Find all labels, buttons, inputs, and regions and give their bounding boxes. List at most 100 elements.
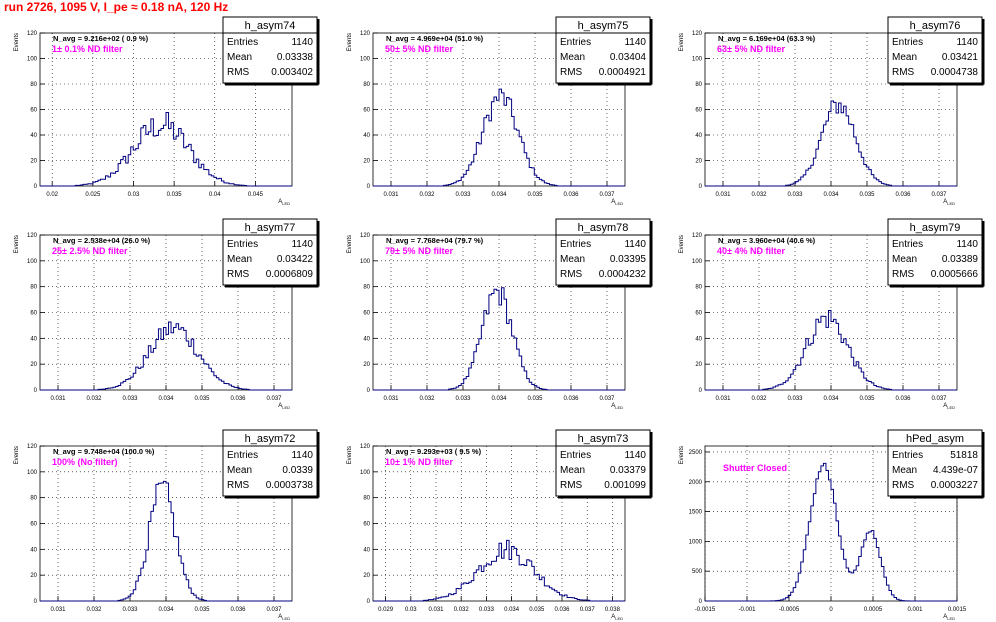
stats-value: 1140 bbox=[291, 37, 313, 48]
y-tick-label: 20 bbox=[363, 573, 370, 579]
stats-key: Mean bbox=[560, 465, 585, 476]
y-tick-label: 1000 bbox=[689, 539, 703, 545]
x-tick-label: 0.033 bbox=[787, 396, 803, 402]
stats-box bbox=[222, 16, 318, 84]
stats-value: 1140 bbox=[956, 239, 978, 250]
x-tick-label: -0.001 bbox=[738, 607, 756, 613]
navg-label: N_avg = 9.216e+02 ( 0.9 %) bbox=[53, 34, 149, 43]
y-tick-label: 60 bbox=[363, 108, 370, 114]
x-tick-label: 0.032 bbox=[751, 396, 767, 402]
y-tick-label: 100 bbox=[27, 470, 38, 476]
y-tick-label: 20 bbox=[30, 159, 37, 165]
stats-value: 1140 bbox=[291, 239, 313, 250]
x-tick-label: 0.034 bbox=[823, 396, 839, 402]
x-tick-label: 0.034 bbox=[158, 607, 174, 613]
x-tick-label: 0.0005 bbox=[864, 607, 883, 613]
y-tick-label: 20 bbox=[30, 362, 37, 368]
y-tick-label: 120 bbox=[27, 444, 38, 450]
x-tick-label: 0.031 bbox=[50, 607, 66, 613]
x-tick-label: 0.031 bbox=[715, 396, 731, 402]
y-tick-label: 0 bbox=[367, 184, 371, 190]
x-tick-label: 0.034 bbox=[491, 396, 507, 402]
x-axis-title: ALED bbox=[611, 614, 623, 621]
filter-annotation: Shutter Closed bbox=[723, 463, 787, 473]
histogram-panel-h_asym74: 0.02 0.025 0.03 0.035 0.04 0.045 0 20 40 60 80 100 1… bbox=[14, 16, 320, 206]
x-tick-label: 0.031 bbox=[715, 192, 731, 198]
x-tick-label: 0.035 bbox=[194, 396, 210, 402]
histogram-name: h_asym78 bbox=[578, 222, 629, 234]
navg-label: N_avg = 9.748e+04 (100.0 %) bbox=[53, 447, 155, 456]
histogram-panel-h_asym72: 0.031 0.032 0.033 0.034 0.035 0.036 0.037 0 20 40… bbox=[14, 429, 320, 621]
histogram-name: h_asym76 bbox=[910, 20, 961, 32]
y-tick-label: 100 bbox=[692, 57, 703, 63]
y-axis-title: Events bbox=[14, 446, 20, 464]
x-tick-label: 0.036 bbox=[895, 396, 911, 402]
histogram-line bbox=[705, 310, 957, 391]
x-tick-label: 0.045 bbox=[248, 192, 264, 198]
y-axis-title: Events bbox=[679, 446, 685, 464]
histogram-name: h_asym77 bbox=[245, 222, 296, 234]
histogram-panel-hPed_asym: -0.0015 -0.001 -0.0005 0 0.0005 0.001 0.0015 0 5… bbox=[679, 429, 985, 621]
x-axis-title: ALED bbox=[611, 199, 623, 206]
x-tick-label: 0.033 bbox=[455, 396, 471, 402]
stats-key: RMS bbox=[227, 480, 250, 491]
filter-annotation: 1± 0.1% ND filter bbox=[52, 44, 123, 54]
x-axis-title: ALED bbox=[943, 403, 955, 410]
stats-key: RMS bbox=[227, 67, 250, 78]
x-tick-label: 0.031 bbox=[383, 192, 399, 198]
x-tick-label: 0.037 bbox=[266, 396, 282, 402]
histogram-name: h_asym79 bbox=[910, 222, 961, 234]
y-tick-label: 80 bbox=[363, 285, 370, 291]
stats-key: RMS bbox=[892, 480, 915, 491]
x-tick-label: -0.0005 bbox=[779, 607, 800, 613]
stats-key: Mean bbox=[892, 465, 917, 476]
stats-value: 1140 bbox=[624, 239, 646, 250]
y-tick-label: 120 bbox=[360, 233, 371, 239]
x-tick-label: 0.034 bbox=[504, 607, 520, 613]
x-axis-title: ALED bbox=[611, 403, 623, 410]
x-tick-label: 0.036 bbox=[230, 396, 246, 402]
stats-box bbox=[887, 16, 983, 84]
x-tick-label: 0.038 bbox=[605, 607, 621, 613]
x-tick-label: 0.035 bbox=[859, 396, 875, 402]
histogram-line bbox=[373, 287, 625, 391]
stats-value: 0.0003227 bbox=[931, 480, 979, 491]
y-tick-label: 0 bbox=[34, 388, 38, 394]
stats-value: 0.0339 bbox=[282, 465, 313, 476]
x-tick-label: 0.032 bbox=[86, 607, 102, 613]
histogram-line bbox=[373, 88, 625, 187]
stats-value: 0.03379 bbox=[610, 465, 647, 476]
stats-key: Entries bbox=[227, 239, 258, 250]
x-tick-label: 0.035 bbox=[527, 396, 543, 402]
y-tick-label: 60 bbox=[695, 311, 702, 317]
stats-key: Entries bbox=[560, 37, 591, 48]
stats-key: Mean bbox=[892, 52, 917, 63]
y-axis-title: Events bbox=[14, 235, 20, 253]
histogram-name: h_asym74 bbox=[245, 20, 296, 32]
histogram-line bbox=[373, 539, 625, 602]
y-axis-title: Events bbox=[14, 33, 20, 51]
x-tick-label: 0.036 bbox=[563, 396, 579, 402]
y-tick-label: 0 bbox=[367, 388, 371, 394]
x-tick-label: 0.034 bbox=[491, 192, 507, 198]
x-tick-label: 0.032 bbox=[419, 396, 435, 402]
stats-key: Entries bbox=[892, 37, 923, 48]
navg-label: N_avg = 4.969e+04 (51.0 %) bbox=[386, 34, 484, 43]
y-tick-label: 0 bbox=[699, 184, 703, 190]
y-tick-label: 100 bbox=[360, 259, 371, 265]
stats-key: Mean bbox=[227, 465, 252, 476]
x-tick-label: 0.032 bbox=[751, 192, 767, 198]
y-tick-label: 40 bbox=[30, 336, 37, 342]
stats-value: 0.03421 bbox=[942, 52, 979, 63]
y-axis-title: Events bbox=[347, 33, 353, 51]
x-tick-label: 0.036 bbox=[554, 607, 570, 613]
y-tick-label: 40 bbox=[363, 547, 370, 553]
filter-annotation: 25± 2.5% ND filter bbox=[52, 246, 128, 256]
stats-key: Mean bbox=[560, 52, 585, 63]
y-tick-label: 80 bbox=[695, 285, 702, 291]
stats-value: 0.0004921 bbox=[599, 67, 647, 78]
x-tick-label: 0.035 bbox=[527, 192, 543, 198]
x-tick-label: 0.031 bbox=[50, 396, 66, 402]
filter-annotation: 100% (No filter) bbox=[52, 457, 118, 467]
x-tick-label: 0.035 bbox=[167, 192, 183, 198]
